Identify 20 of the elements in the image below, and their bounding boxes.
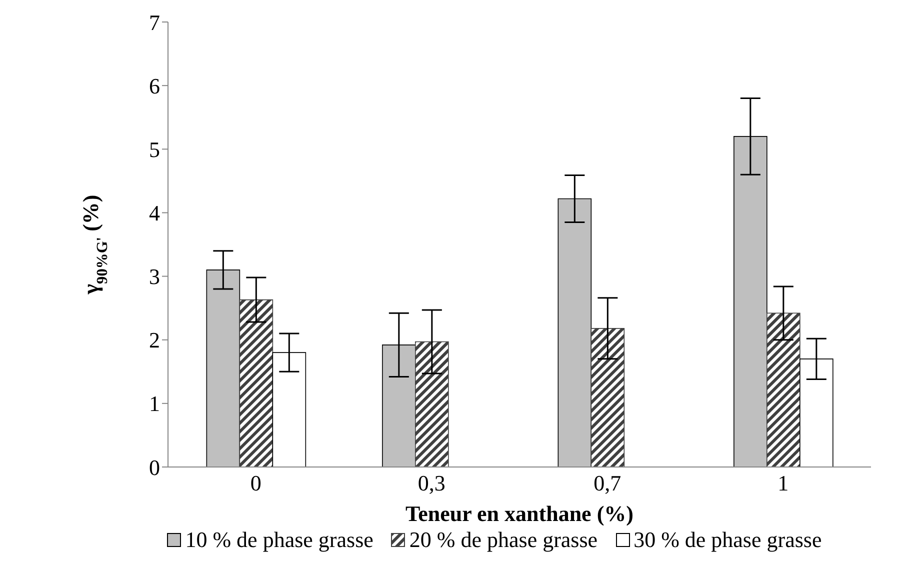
legend-label: 20 % de phase grasse xyxy=(409,527,598,553)
bar xyxy=(766,312,800,467)
y-tick-label: 4 xyxy=(149,200,160,226)
x-tick-label: 0 xyxy=(250,470,262,496)
bar xyxy=(590,328,625,467)
legend-label: 10 % de phase grasse xyxy=(185,527,374,553)
y-tick-label: 0 xyxy=(149,454,160,480)
y-tick-label: 2 xyxy=(149,328,160,353)
y-tick-label: 1 xyxy=(149,391,160,416)
bar xyxy=(415,341,449,467)
legend-label: 30 % de phase grasse xyxy=(634,527,822,553)
y-tick-label: 3 xyxy=(149,264,160,290)
y-tick-label: 7 xyxy=(149,10,160,35)
x-tick-label: 0,7 xyxy=(594,470,622,496)
y-tick-label: 6 xyxy=(149,73,160,98)
bar xyxy=(239,299,274,467)
x-axis-title: Teneur en xanthane (%) xyxy=(406,501,634,526)
y-tick-label: 5 xyxy=(149,136,160,162)
x-tick-label: 1 xyxy=(778,470,789,496)
x-tick-label: 0,3 xyxy=(418,470,446,496)
